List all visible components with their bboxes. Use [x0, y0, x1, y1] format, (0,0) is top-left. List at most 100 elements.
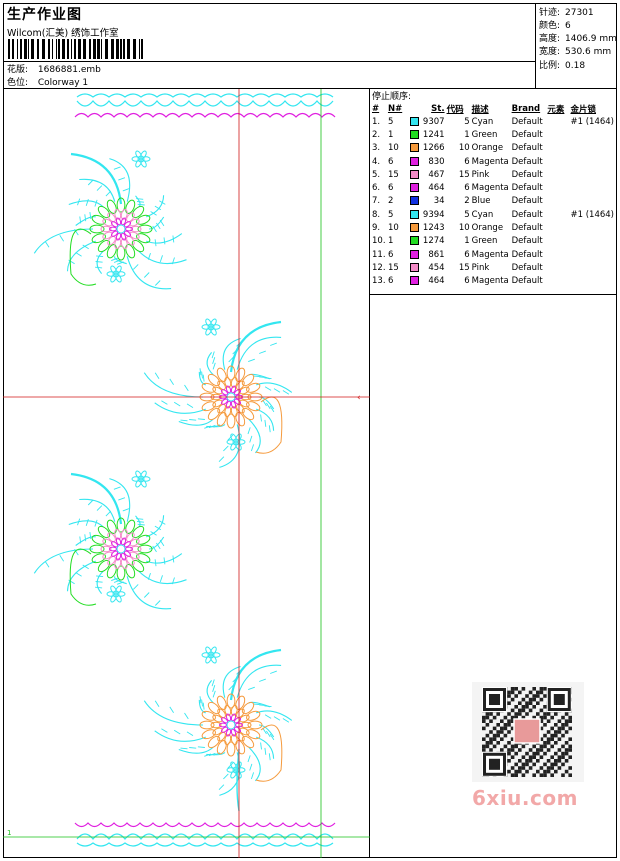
colorway-row: 色位: Colorway 1: [7, 75, 88, 88]
table-row[interactable]: 5. 15 467 15 Pink Default: [371, 168, 615, 181]
stop-index: 10.: [372, 236, 386, 247]
table-row[interactable]: 1. 5 9307 5 Cyan Default #1 (1464): [371, 115, 615, 128]
stop-element: [546, 128, 569, 141]
table-row[interactable]: 2. 1 1241 1 Green Default: [371, 128, 615, 141]
stop-element: [546, 221, 569, 234]
stop-brand: Default: [511, 156, 543, 167]
stop-sequin: [570, 195, 616, 208]
color-swatch: [409, 169, 419, 179]
stop-index: 4.: [372, 156, 381, 167]
stop-element: [546, 195, 569, 208]
stop-stitches: 830: [409, 155, 446, 168]
stop-code: 15: [458, 169, 470, 180]
stop-desc: Magenta: [471, 183, 509, 194]
stop-needle: 1: [387, 129, 394, 140]
stop-sequin: [570, 248, 616, 261]
stop-index: 1.: [372, 116, 381, 127]
table-header-row: # N# St. 代码 描述 Brand 元素 金片锁: [371, 102, 615, 115]
stop-needle: 6: [387, 183, 394, 194]
colorway-label: 色位:: [7, 78, 29, 88]
stat-height: 高度: 1406.9 mm: [539, 34, 617, 44]
design-file-row: 花版: 1686881.emb: [7, 62, 101, 75]
stop-needle: 10: [387, 143, 399, 154]
stop-stitches: 1274: [409, 235, 446, 248]
stop-needle: 5: [387, 209, 394, 220]
stop-sequin: [570, 221, 616, 234]
stop-index: 9.: [372, 223, 381, 234]
stop-sequence-table: # N# St. 代码 描述 Brand 元素 金片锁 1. 5 9307 5 Cyan…: [371, 102, 615, 288]
embroidery-preview: ‹ 1: [3, 89, 370, 858]
stop-brand: Default: [511, 169, 543, 180]
col-header-desc: 描述: [471, 104, 489, 115]
color-swatch: [409, 262, 419, 272]
stop-sequin: [570, 235, 616, 248]
color-swatch: [409, 223, 419, 233]
stop-desc: Orange: [471, 223, 504, 234]
stop-stitches: 454: [409, 261, 446, 274]
stop-sequence-title: 停止顺序:: [372, 92, 412, 102]
table-row[interactable]: 11. 6 861 6 Magenta Default: [371, 248, 615, 261]
table-row[interactable]: 12. 15 454 15 Pink Default: [371, 261, 615, 274]
stop-element: [546, 115, 569, 128]
stop-brand: Default: [511, 129, 543, 140]
stop-desc: Cyan: [471, 209, 494, 220]
stop-brand: Default: [511, 116, 543, 127]
stop-sequin: [570, 181, 616, 194]
stop-brand: Default: [511, 236, 543, 247]
stop-needle: 15: [387, 262, 399, 273]
stop-needle: 6: [387, 276, 394, 287]
stop-code: 10: [458, 223, 470, 234]
guide-origin-mark: 1: [7, 829, 11, 837]
stop-stitches: 1266: [409, 142, 446, 155]
stop-sequin: [570, 261, 616, 274]
stop-index: 7.: [372, 196, 381, 207]
stop-sequin: #1 (1464): [570, 116, 615, 127]
stop-brand: Default: [511, 143, 543, 154]
stop-element: [546, 142, 569, 155]
table-row[interactable]: 6. 6 464 6 Magenta Default: [371, 181, 615, 194]
page-title: 生产作业图: [7, 7, 82, 23]
header-panel: 生产作业图 Wilcom(汇美) 绣饰工作室 花版: 1686881.emb 色…: [3, 3, 536, 89]
stop-brand: Default: [511, 262, 543, 273]
stop-sequin: [570, 155, 616, 168]
bottom-border: [74, 822, 336, 847]
col-header-sequin: 金片锁: [570, 104, 597, 115]
stop-element: [546, 208, 569, 221]
stat-scale: 比例: 0.18: [539, 61, 586, 71]
stop-index: 6.: [372, 183, 381, 194]
table-row[interactable]: 9. 10 1243 10 Orange Default: [371, 221, 615, 234]
col-header-stitches: St.: [431, 103, 445, 114]
barcode-icon: [8, 39, 143, 59]
table-row[interactable]: 7. 2 34 2 Blue Default: [371, 195, 615, 208]
stop-needle: 2: [387, 196, 394, 207]
table-row[interactable]: 13. 6 464 6 Magenta Default: [371, 275, 615, 288]
stop-needle: 10: [387, 223, 399, 234]
stop-index: 5.: [372, 169, 381, 180]
table-row[interactable]: 3. 10 1266 10 Orange Default: [371, 142, 615, 155]
stop-brand: Default: [511, 223, 543, 234]
stop-desc: Orange: [471, 143, 504, 154]
design-canvas[interactable]: ‹ 1: [3, 89, 370, 858]
table-row[interactable]: 10. 1 1274 1 Green Default: [371, 235, 615, 248]
stop-sequin: [570, 275, 616, 288]
stop-code: 6: [464, 249, 470, 260]
sheet-frame: [3, 3, 617, 858]
stop-element: [546, 168, 569, 181]
stop-code: 2: [464, 196, 470, 207]
stop-code: 15: [458, 262, 470, 273]
stop-element: [546, 155, 569, 168]
stop-element: [546, 181, 569, 194]
table-row[interactable]: 4. 6 830 6 Magenta Default: [371, 155, 615, 168]
stop-stitches: 467: [409, 168, 446, 181]
stop-desc: Pink: [471, 169, 490, 180]
color-swatch: [409, 196, 419, 206]
stop-index: 3.: [372, 143, 381, 154]
stop-code: 5: [464, 116, 470, 127]
table-row[interactable]: 8. 5 9394 5 Cyan Default #1 (1464): [371, 208, 615, 221]
stop-code: 6: [464, 183, 470, 194]
stop-needle: 15: [387, 169, 399, 180]
color-swatch: [409, 129, 419, 139]
colorway-name: Colorway 1: [37, 78, 89, 88]
stop-desc: Blue: [471, 196, 491, 207]
stop-brand: Default: [511, 276, 543, 287]
